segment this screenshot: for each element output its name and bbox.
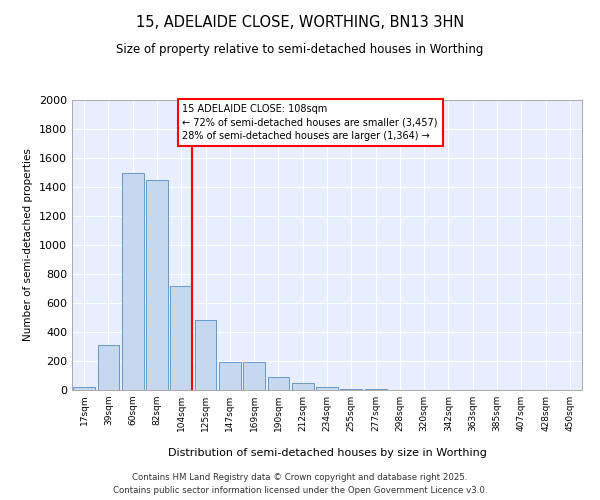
Text: Contains HM Land Registry data © Crown copyright and database right 2025.
Contai: Contains HM Land Registry data © Crown c…	[113, 474, 487, 495]
Text: Distribution of semi-detached houses by size in Worthing: Distribution of semi-detached houses by …	[167, 448, 487, 458]
Bar	[194, 320, 217, 390]
Text: Size of property relative to semi-detached houses in Worthing: Size of property relative to semi-detach…	[116, 42, 484, 56]
Bar	[268, 377, 289, 390]
Bar	[316, 387, 338, 390]
Bar	[170, 286, 192, 390]
Bar	[97, 345, 119, 390]
Bar	[292, 383, 314, 390]
Y-axis label: Number of semi-detached properties: Number of semi-detached properties	[23, 148, 34, 342]
Text: 15, ADELAIDE CLOSE, WORTHING, BN13 3HN: 15, ADELAIDE CLOSE, WORTHING, BN13 3HN	[136, 15, 464, 30]
Bar	[146, 180, 168, 390]
Bar	[243, 362, 265, 390]
Text: 15 ADELAIDE CLOSE: 108sqm
← 72% of semi-detached houses are smaller (3,457)
28% : 15 ADELAIDE CLOSE: 108sqm ← 72% of semi-…	[182, 104, 438, 141]
Bar	[122, 172, 143, 390]
Bar	[73, 387, 95, 390]
Bar	[219, 362, 241, 390]
